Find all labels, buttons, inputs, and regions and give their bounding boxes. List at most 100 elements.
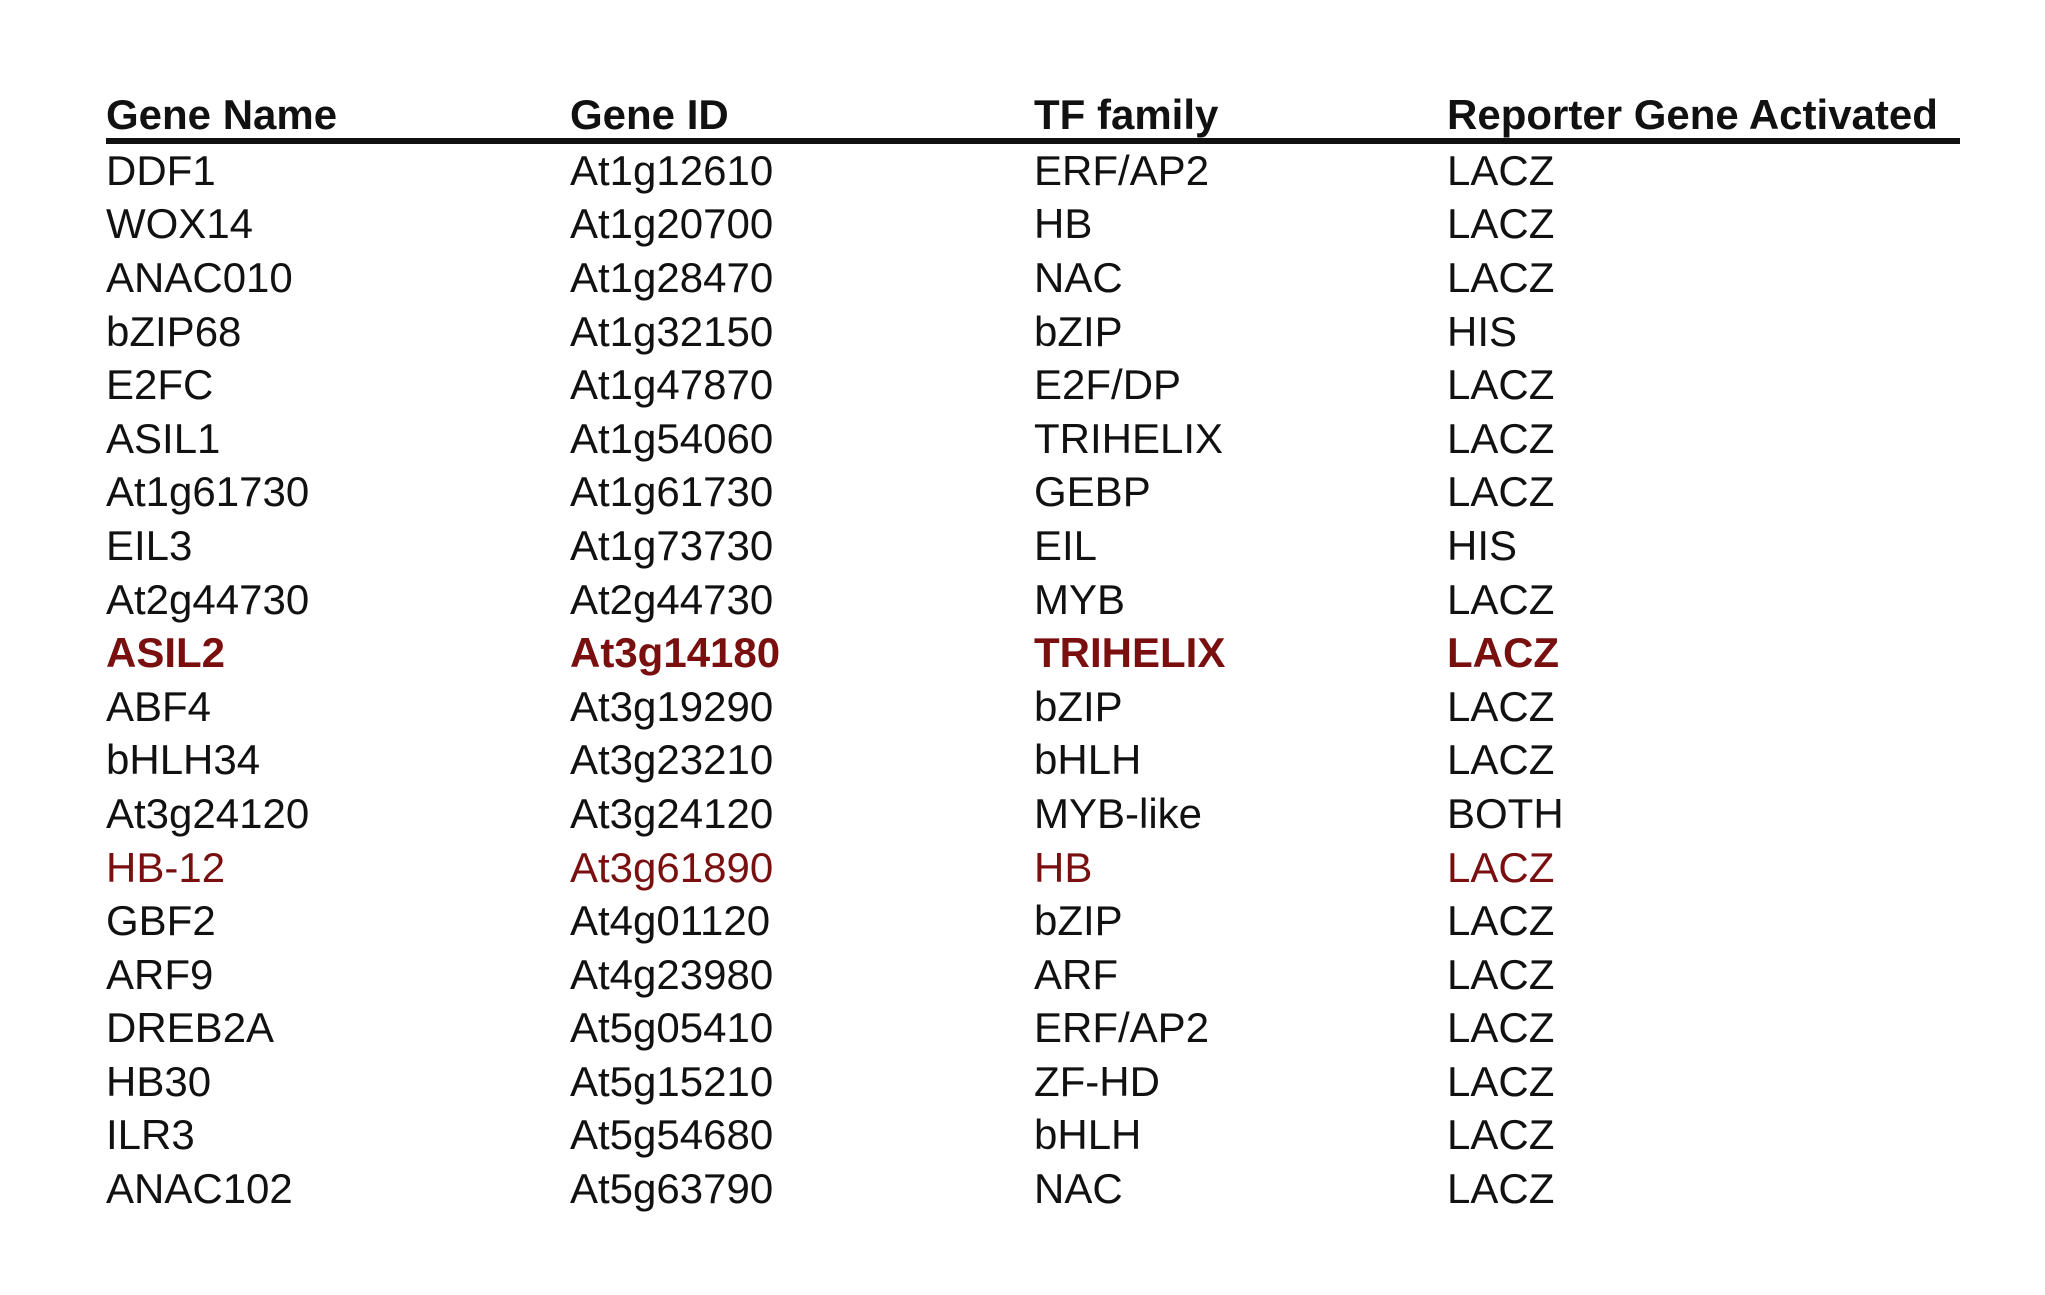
cell-gene-id: At1g61730 [570, 468, 774, 516]
cell-gene-id: At1g73730 [570, 521, 774, 569]
cell-tf-family: bZIP [1034, 307, 1123, 355]
cell-reporter-gene: LACZ [1447, 1004, 1555, 1052]
table-row: At3g24120 At3g24120 MYB-like BOTH [106, 787, 1960, 841]
cell-gene-id: At3g14180 [570, 629, 781, 677]
cell-reporter-gene: LACZ [1447, 361, 1555, 409]
table-row: At2g44730 At2g44730 MYB LACZ [106, 573, 1960, 627]
cell-gene-id: At5g63790 [570, 1165, 774, 1213]
table-row: ARF9 At4g23980 ARF LACZ [106, 948, 1960, 1002]
cell-reporter-gene: LACZ [1447, 1111, 1555, 1159]
table-row: At1g61730 At1g61730 GEBP LACZ [106, 466, 1960, 520]
cell-tf-family: NAC [1034, 1165, 1123, 1213]
table-header-row: Gene Name Gene ID TF family Reporter Gen… [106, 91, 1960, 144]
table-row: HB30 At5g15210 ZF-HD LACZ [106, 1055, 1960, 1109]
cell-tf-family: ZF-HD [1034, 1057, 1160, 1105]
cell-reporter-gene: LACZ [1447, 468, 1555, 516]
cell-gene-name: At3g24120 [106, 789, 310, 837]
cell-reporter-gene: LACZ [1447, 146, 1555, 194]
cell-reporter-gene: HIS [1447, 307, 1518, 355]
cell-gene-name: ARF9 [106, 950, 214, 998]
header-gene-name: Gene Name [106, 91, 338, 138]
table-row: E2FC At1g47870 E2F/DP LACZ [106, 358, 1960, 412]
cell-reporter-gene: LACZ [1447, 200, 1555, 248]
cell-gene-name: WOX14 [106, 200, 254, 248]
cell-gene-name: bHLH34 [106, 736, 261, 784]
cell-tf-family: HB [1034, 200, 1093, 248]
cell-tf-family: E2F/DP [1034, 361, 1182, 409]
cell-gene-id: At1g47870 [570, 361, 774, 409]
table-row: GBF2 At4g01120 bZIP LACZ [106, 894, 1960, 948]
table-row: EIL3 At1g73730 EIL HIS [106, 519, 1960, 573]
cell-gene-name: ILR3 [106, 1111, 195, 1159]
cell-gene-id: At5g05410 [570, 1004, 774, 1052]
cell-tf-family: bHLH [1034, 1111, 1142, 1159]
cell-gene-name: HB-12 [106, 843, 226, 891]
table-row: DDF1 At1g12610 ERF/AP2 LACZ [106, 144, 1960, 198]
cell-gene-name: ANAC010 [106, 253, 293, 301]
table-row: ANAC102 At5g63790 NAC LACZ [106, 1162, 1960, 1216]
table-row: ASIL1 At1g54060 TRIHELIX LACZ [106, 412, 1960, 466]
cell-tf-family: TRIHELIX [1034, 414, 1224, 462]
cell-gene-id: At5g54680 [570, 1111, 774, 1159]
cell-reporter-gene: LACZ [1447, 843, 1555, 891]
cell-reporter-gene: LACZ [1447, 736, 1555, 784]
cell-tf-family: HB [1034, 843, 1093, 891]
cell-gene-id: At5g15210 [570, 1057, 774, 1105]
cell-gene-id: At4g01120 [570, 897, 771, 945]
cell-reporter-gene: LACZ [1447, 629, 1559, 677]
cell-gene-name: ASIL1 [106, 414, 221, 462]
table-row: ANAC010 At1g28470 NAC LACZ [106, 251, 1960, 305]
cell-tf-family: bZIP [1034, 897, 1123, 945]
table-row: ASIL2 At3g14180 TRIHELIX LACZ [106, 626, 1960, 680]
table-row: ABF4 At3g19290 bZIP LACZ [106, 680, 1960, 734]
cell-tf-family: bZIP [1034, 682, 1123, 730]
gene-table: Gene Name Gene ID TF family Reporter Gen… [106, 91, 1960, 1216]
cell-tf-family: bHLH [1034, 736, 1142, 784]
table-row: ILR3 At5g54680 bHLH LACZ [106, 1109, 1960, 1163]
cell-reporter-gene: HIS [1447, 521, 1518, 569]
cell-gene-name: HB30 [106, 1057, 212, 1105]
cell-gene-name: EIL3 [106, 521, 193, 569]
cell-reporter-gene: LACZ [1447, 897, 1555, 945]
table-body: DDF1 At1g12610 ERF/AP2 LACZ WOX14 At1g20700 HB… [106, 144, 1960, 1216]
cell-gene-id: At1g28470 [570, 253, 774, 301]
cell-tf-family: TRIHELIX [1034, 629, 1226, 677]
cell-tf-family: ARF [1034, 950, 1118, 998]
cell-gene-name: bZIP68 [106, 307, 242, 355]
cell-tf-family: MYB [1034, 575, 1126, 623]
cell-tf-family: ERF/AP2 [1034, 146, 1210, 194]
cell-reporter-gene: LACZ [1447, 1165, 1555, 1213]
cell-gene-name: ABF4 [106, 682, 212, 730]
cell-gene-id: At3g23210 [570, 736, 774, 784]
cell-gene-id: At1g12610 [570, 146, 774, 194]
cell-reporter-gene: LACZ [1447, 414, 1555, 462]
cell-tf-family: EIL [1034, 521, 1098, 569]
cell-gene-name: GBF2 [106, 897, 216, 945]
table-row: HB-12 At3g61890 HB LACZ [106, 841, 1960, 895]
cell-reporter-gene: LACZ [1447, 682, 1555, 730]
cell-gene-name: E2FC [106, 361, 214, 409]
cell-gene-id: At1g32150 [570, 307, 774, 355]
table-row: DREB2A At5g05410 ERF/AP2 LACZ [106, 1002, 1960, 1056]
cell-gene-id: At3g24120 [570, 789, 774, 837]
cell-tf-family: MYB-like [1034, 789, 1203, 837]
cell-gene-id: At1g54060 [570, 414, 774, 462]
cell-reporter-gene: LACZ [1447, 575, 1555, 623]
table-row: bHLH34 At3g23210 bHLH LACZ [106, 734, 1960, 788]
cell-gene-name: DREB2A [106, 1004, 275, 1052]
header-gene-id: Gene ID [570, 91, 729, 138]
cell-gene-name: At1g61730 [106, 468, 310, 516]
cell-gene-id: At3g19290 [570, 682, 774, 730]
table-row: WOX14 At1g20700 HB LACZ [106, 198, 1960, 252]
cell-reporter-gene: LACZ [1447, 950, 1555, 998]
cell-reporter-gene: LACZ [1447, 1057, 1555, 1105]
table-row: bZIP68 At1g32150 bZIP HIS [106, 305, 1960, 359]
cell-gene-id: At3g61890 [570, 843, 774, 891]
cell-gene-name: ASIL2 [106, 629, 226, 677]
cell-gene-id: At1g20700 [570, 200, 774, 248]
cell-gene-name: At2g44730 [106, 575, 310, 623]
cell-gene-id: At2g44730 [570, 575, 774, 623]
cell-tf-family: ERF/AP2 [1034, 1004, 1210, 1052]
cell-reporter-gene: BOTH [1447, 789, 1564, 837]
header-reporter-gene: Reporter Gene Activated [1447, 91, 1938, 138]
